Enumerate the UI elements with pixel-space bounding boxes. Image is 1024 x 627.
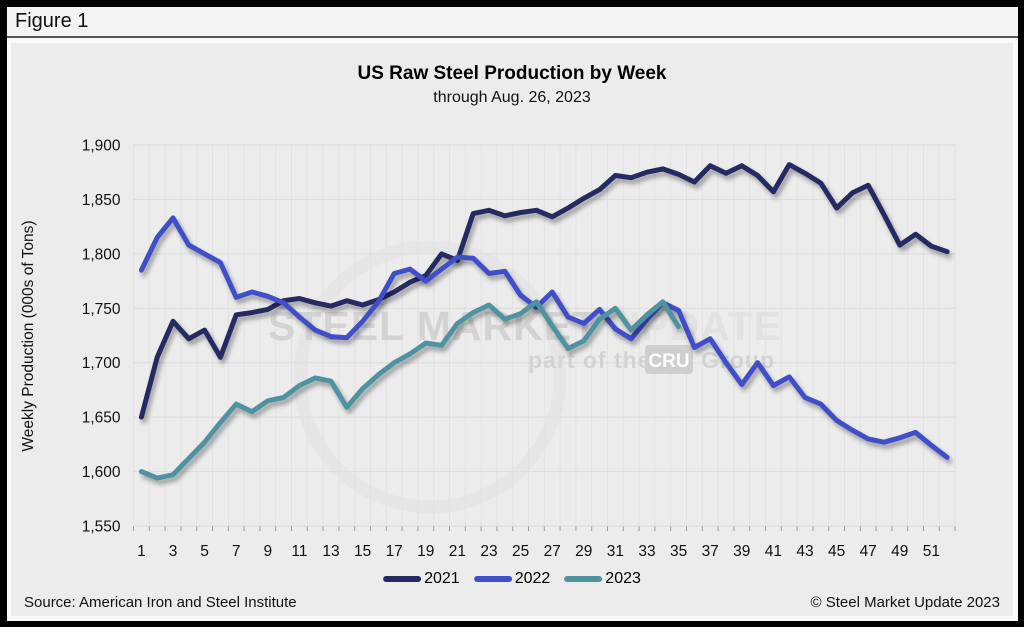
x-tick-label: 45 <box>828 543 845 560</box>
page: Figure 1 US Raw Steel Production by Week… <box>7 7 1018 621</box>
legend-swatch-2022 <box>473 576 512 582</box>
x-tick-label: 23 <box>480 543 497 560</box>
x-tick-label: 31 <box>607 543 624 560</box>
legend-item-2023: 2023 <box>564 570 641 588</box>
watermark-circle <box>293 240 567 514</box>
y-tick-label: 1,850 <box>82 192 121 209</box>
y-tick-label: 1,600 <box>82 464 121 481</box>
y-tick-label: 1,700 <box>82 355 121 372</box>
y-tick-label: 1,650 <box>82 410 121 427</box>
x-tick-label: 15 <box>354 543 371 560</box>
x-tick-label: 17 <box>386 543 403 560</box>
x-tick-label: 11 <box>291 543 307 560</box>
y-tick-label: 1,550 <box>82 519 121 536</box>
x-tick-label: 27 <box>544 543 561 560</box>
legend-label-2023: 2023 <box>605 570 641 587</box>
legend-label-2022: 2022 <box>514 570 551 587</box>
chart-subtitle: through Aug. 26, 2023 <box>433 89 591 106</box>
x-tick-label: 25 <box>512 543 529 560</box>
y-tick-label: 1,900 <box>82 138 121 155</box>
x-tick-label: 49 <box>891 543 908 560</box>
chart-legend: 2021 2022 2023 <box>383 570 641 588</box>
y-tick-label: 1,800 <box>82 246 121 263</box>
x-tick-label: 3 <box>169 543 178 560</box>
x-tick-label: 21 <box>449 543 466 560</box>
figure-header: Figure 1 <box>7 7 1018 38</box>
x-tick-label: 33 <box>638 543 655 560</box>
series-line-2021 <box>138 162 950 420</box>
watermark-cru-text: CRU <box>648 351 689 372</box>
watermark-subtitle-prefix: part of the <box>528 347 651 373</box>
series-line-2023 <box>138 299 682 481</box>
chart-panel: US Raw Steel Production by Week through … <box>10 42 1014 617</box>
legend-item-2022: 2022 <box>473 570 551 588</box>
x-tick-label: 7 <box>232 543 241 560</box>
x-tick-label: 9 <box>263 543 272 560</box>
series-line-2022 <box>138 215 950 460</box>
x-tick-label: 35 <box>670 543 687 560</box>
chart-plot: 1,550 1,600 1,650 1,700 1,750 1,800 1,850 1,900… <box>20 138 956 560</box>
copyright-note: © Steel Market Update 2023 <box>810 594 1001 611</box>
chart-title: US Raw Steel Production by Week <box>357 63 667 84</box>
x-tick-label: 43 <box>796 543 813 560</box>
x-tick-label: 39 <box>733 543 750 560</box>
figure-label: Figure 1 <box>15 10 89 32</box>
x-tick-label: 1 <box>137 543 146 560</box>
watermark-cru-badge <box>645 345 693 374</box>
source-note: Source: American Iron and Steel Institut… <box>24 594 297 611</box>
legend-item-2021: 2021 <box>383 570 460 588</box>
x-tick-label: 29 <box>575 543 592 560</box>
y-axis-title: Weekly Production (000s of Tons) <box>20 220 37 451</box>
legend-label-2021: 2021 <box>424 570 460 587</box>
legend-swatch-2021 <box>383 576 422 582</box>
y-tick-label: 1,750 <box>82 301 121 318</box>
x-tick-label: 19 <box>417 543 434 560</box>
x-tick-label: 47 <box>860 543 877 560</box>
x-tick-label: 37 <box>702 543 719 560</box>
x-tick-label: 41 <box>765 543 782 560</box>
legend-swatch-2023 <box>564 576 603 582</box>
x-tick-label: 13 <box>322 543 339 560</box>
x-tick-label: 51 <box>923 543 940 560</box>
x-tick-label: 5 <box>200 543 209 560</box>
